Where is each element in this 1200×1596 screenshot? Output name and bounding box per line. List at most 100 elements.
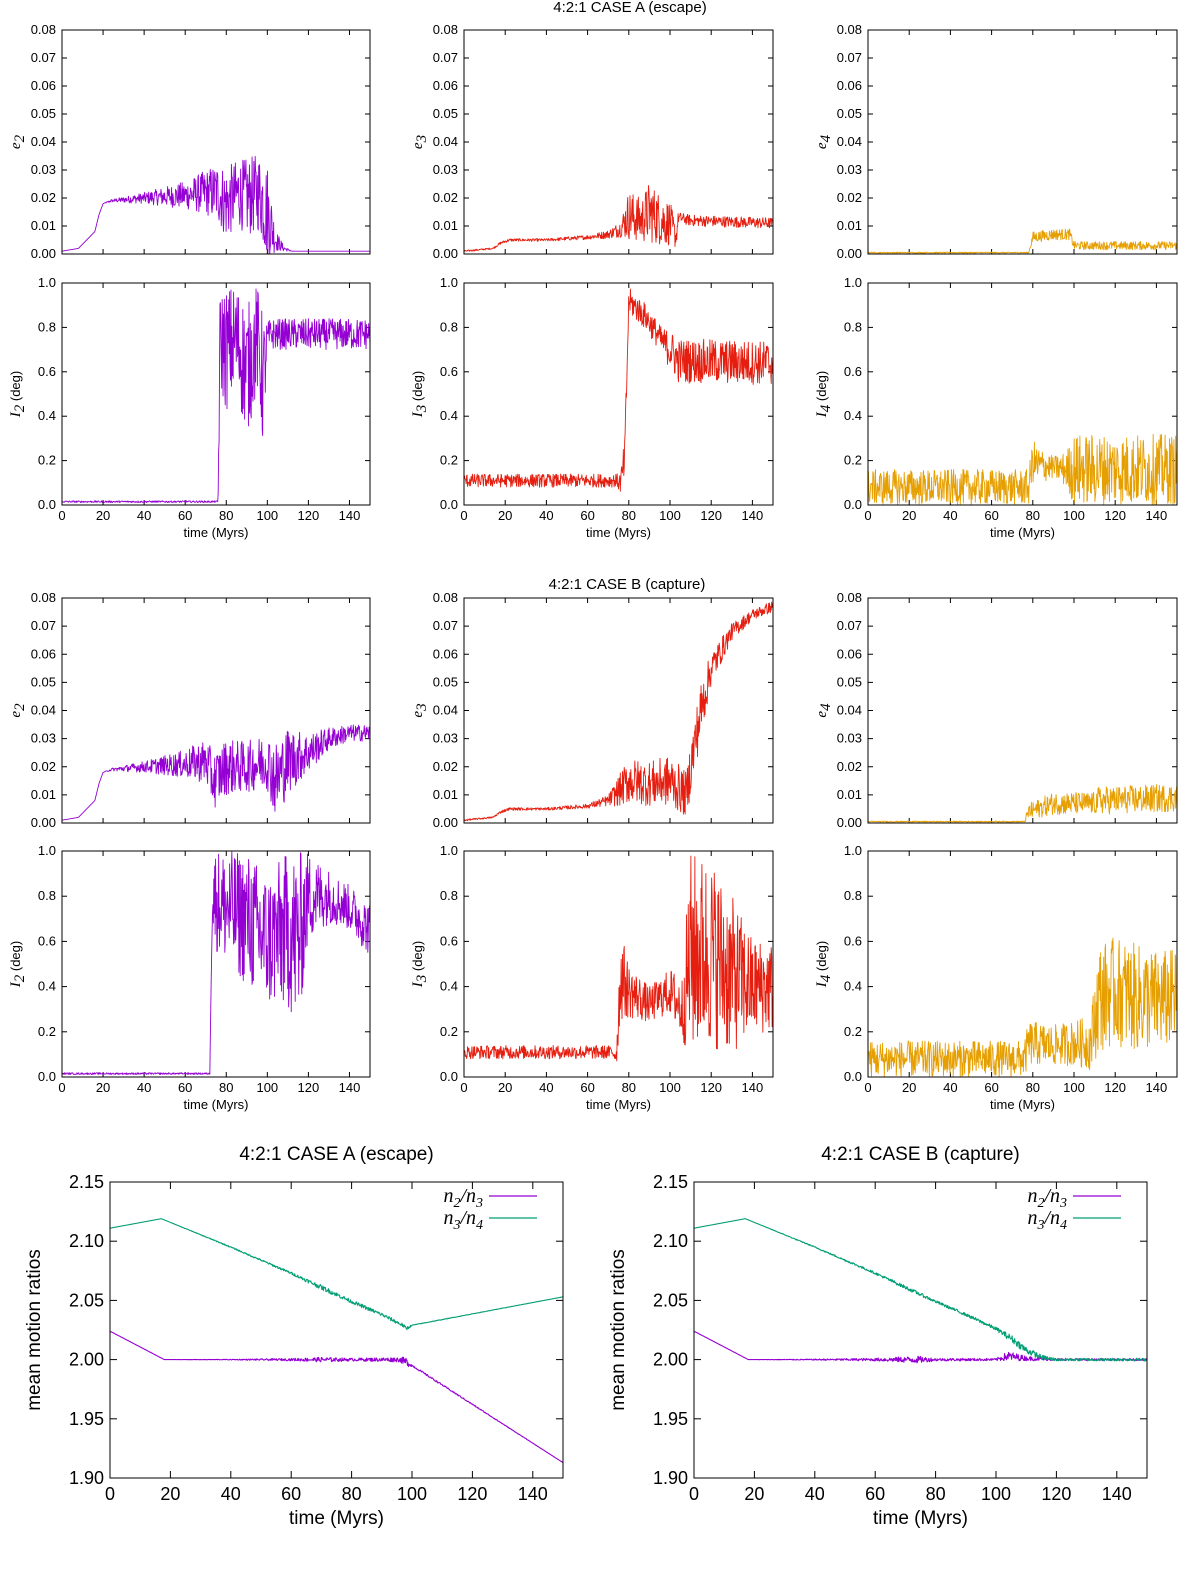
plot-frame: [463, 29, 774, 255]
y-tick-label: 0.08: [837, 590, 862, 605]
series-line-n2-n3: [693, 1330, 1148, 1364]
y-axis-label: e3: [410, 703, 430, 717]
section-title-case-b: 4:2:1 CASE B (capture): [549, 576, 706, 593]
x-tick-label: 140: [1146, 508, 1168, 523]
y-tick-label: 1.95: [69, 1409, 104, 1429]
y-tick-label: 2.15: [653, 1172, 688, 1192]
plot-frame: [109, 1181, 564, 1479]
plot-frame: [867, 597, 1178, 824]
chart-title: 4:2:1 CASE A (escape): [239, 1144, 433, 1165]
y-tick-label: 0.0: [440, 1069, 458, 1084]
x-tick-label: 0: [105, 1484, 115, 1504]
x-tick-label: 140: [742, 1080, 764, 1095]
y-tick-label: 1.95: [653, 1409, 688, 1429]
x-tick-label: 100: [659, 508, 681, 523]
section-title-case-a: 4:2:1 CASE A (escape): [553, 0, 706, 16]
x-tick-label: 120: [700, 1080, 722, 1095]
y-tick-label: 1.0: [844, 843, 862, 858]
y-tick-label: 0.08: [433, 590, 458, 605]
x-tick-label: 60: [178, 1080, 192, 1095]
y-tick-label: 0.05: [31, 674, 56, 689]
x-tick-label: 120: [457, 1484, 487, 1504]
y-axis-label: e4: [814, 134, 834, 149]
x-tick-label: 0: [864, 508, 871, 523]
chart-panel-a-e4: 0.00 0.01 0.02 0.03 0.04 0.05 0.06 0.07 0.08 e4: [814, 22, 1178, 261]
x-tick-label: 20: [498, 508, 512, 523]
x-tick-label: 40: [137, 508, 151, 523]
x-axis-label: time (Myrs): [586, 1097, 651, 1112]
chart-panel-a-I3: 0.0 0.2 0.4 0.6 0.8 1.0 0 20 40 60 80 100 120 140 I3 (…: [410, 275, 774, 540]
series-line-n2-n3: [109, 1330, 564, 1464]
plot-frame: [61, 29, 371, 255]
y-tick-label: 1.0: [38, 275, 56, 290]
chart-panel-b-e2: 0.00 0.01 0.02 0.03 0.04 0.05 0.06 0.07 0.08 e2: [8, 590, 371, 830]
y-tick-label: 0.4: [38, 979, 56, 994]
x-tick-label: 0: [689, 1484, 699, 1504]
x-tick-label: 60: [580, 1080, 594, 1095]
y-tick-label: 0.0: [844, 1069, 862, 1084]
legend-entry-n3-n4: n3/n4: [443, 1207, 483, 1233]
y-tick-label: 1.0: [440, 275, 458, 290]
y-tick-label: 0.0: [38, 497, 56, 512]
y-tick-label: 0.01: [433, 787, 458, 802]
chart-panel-a-I4: 0.0 0.2 0.4 0.6 0.8 1.0 0 20 40 60 80 100 120 140 I4 (…: [814, 275, 1178, 540]
legend-entry-n2-n3: n2/n3: [443, 1185, 483, 1211]
y-tick-label: 0.6: [844, 933, 862, 948]
y-tick-label: 0.03: [837, 731, 862, 746]
x-tick-label: 120: [298, 508, 320, 523]
x-tick-label: 140: [518, 1484, 548, 1504]
x-axis-label: time (Myrs): [873, 1508, 968, 1529]
series-line-I3: [463, 855, 774, 1062]
y-tick-label: 0.06: [31, 646, 56, 661]
y-tick-label: 1.0: [844, 275, 862, 290]
y-tick-label: 0.4: [844, 979, 862, 994]
series-line-e3: [463, 601, 774, 822]
x-tick-label: 20: [498, 1080, 512, 1095]
x-tick-label: 0: [864, 1080, 871, 1095]
y-axis-label: I2 (deg): [8, 371, 28, 418]
x-axis-label: time (Myrs): [184, 1097, 249, 1112]
x-tick-label: 40: [943, 508, 957, 523]
x-tick-label: 120: [1041, 1484, 1071, 1504]
series-line-e2: [61, 156, 371, 255]
panels-group: 0.000.010.020.030.040.050.060.070.08e20.…: [8, 22, 1178, 1529]
y-tick-label: 0.01: [837, 787, 862, 802]
y-tick-label: 0.06: [837, 78, 862, 93]
y-axis-label: I4 (deg): [814, 371, 834, 418]
x-tick-label: 80: [342, 1484, 362, 1504]
chart-panel-b-I2: 0.0 0.2 0.4 0.6 0.8 1.0 0 20 40 60 80 100 120 140 I2 (…: [8, 843, 371, 1112]
x-tick-label: 100: [1063, 1080, 1085, 1095]
plot-frame: [61, 597, 371, 824]
x-tick-label: 40: [221, 1484, 241, 1504]
x-axis-label: time (Myrs): [184, 525, 249, 540]
x-tick-label: 40: [539, 508, 553, 523]
plot-frame: [693, 1181, 1148, 1479]
x-axis-label: time (Myrs): [990, 525, 1055, 540]
y-tick-label: 0.07: [837, 618, 862, 633]
chart-panel-a-e3: 0.00 0.01 0.02 0.03 0.04 0.05 0.06 0.07 0.08 e3: [410, 22, 774, 261]
chart-panel-a-ratios: 1.90 1.95 2.00 2.05 2.10 2.15 0 20 40 60 80 100 120 1…: [24, 1144, 564, 1529]
y-tick-label: 0.05: [837, 106, 862, 121]
plot-frame: [61, 850, 371, 1078]
y-tick-label: 0.8: [440, 888, 458, 903]
chart-title: 4:2:1 CASE B (capture): [821, 1144, 1020, 1165]
y-tick-label: 0.08: [433, 22, 458, 37]
plot-frame: [463, 850, 774, 1078]
y-tick-label: 0.02: [433, 759, 458, 774]
y-axis-label: e2: [8, 703, 28, 718]
y-tick-label: 0.03: [837, 162, 862, 177]
y-axis-label: I3 (deg): [410, 371, 430, 418]
x-tick-label: 0: [58, 508, 65, 523]
x-tick-label: 20: [902, 508, 916, 523]
chart-panel-b-e4: 0.00 0.01 0.02 0.03 0.04 0.05 0.06 0.07 0.08 e4: [814, 590, 1178, 830]
y-tick-label: 0.03: [31, 162, 56, 177]
x-tick-label: 100: [659, 1080, 681, 1095]
series-line-I4: [867, 937, 1178, 1078]
x-tick-label: 40: [943, 1080, 957, 1095]
y-tick-label: 2.10: [653, 1231, 688, 1251]
x-tick-label: 100: [256, 1080, 278, 1095]
y-tick-label: 0.6: [844, 364, 862, 379]
y-tick-label: 1.90: [69, 1468, 104, 1488]
y-tick-label: 2.05: [69, 1290, 104, 1310]
